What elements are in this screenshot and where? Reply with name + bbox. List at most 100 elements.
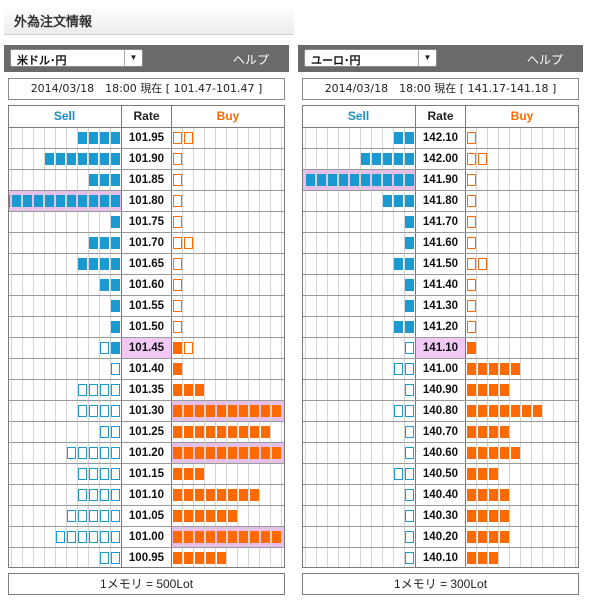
order-row: 101.10 (9, 485, 284, 506)
buy-order-block (489, 510, 498, 522)
buy-order-block (467, 384, 476, 396)
help-link[interactable]: ヘルプ (232, 53, 269, 67)
order-row: 141.50 (303, 254, 578, 275)
buy-order-block (184, 531, 193, 543)
sell-order-block (78, 447, 87, 459)
buy-header: Buy (510, 109, 534, 123)
buy-order-block (173, 216, 182, 228)
buy-order-block (173, 552, 182, 564)
sell-depth-cell (303, 527, 415, 547)
sell-order-block (405, 153, 414, 165)
buy-order-block (489, 384, 498, 396)
sell-order-block (394, 363, 403, 375)
order-row: 101.45 (9, 338, 284, 359)
sell-order-block (405, 426, 414, 438)
rate-cell: 140.20 (415, 527, 466, 547)
buy-depth-cell (172, 275, 284, 295)
sell-depth-cell (9, 380, 121, 400)
buy-order-block (173, 342, 182, 354)
buy-order-block (478, 468, 487, 480)
currency-pair-select[interactable]: ユーロ･円 ▼ (304, 49, 437, 67)
rate-cell: 101.50 (121, 317, 172, 337)
buy-order-block (239, 531, 248, 543)
sell-depth-cell (303, 254, 415, 274)
sell-order-block (78, 405, 87, 417)
buy-order-block (206, 510, 215, 522)
buy-order-block (173, 447, 182, 459)
sell-depth-cell (9, 128, 121, 148)
sell-order-block (361, 174, 370, 186)
sell-order-block (405, 216, 414, 228)
order-row: 100.95 (9, 548, 284, 567)
sell-order-block (383, 174, 392, 186)
rate-cell: 101.15 (121, 464, 172, 484)
chevron-down-icon[interactable]: ▼ (418, 50, 436, 66)
sell-order-block (89, 237, 98, 249)
buy-order-block (217, 510, 226, 522)
buy-depth-cell (172, 401, 284, 421)
buy-header: Buy (216, 109, 240, 123)
order-book-grid: Sell Rate Buy 101.95 101.90 101.85 101.80 10… (8, 105, 285, 568)
sell-order-block (394, 405, 403, 417)
sell-order-block (67, 153, 76, 165)
rate-cell: 101.55 (121, 296, 172, 316)
buy-order-block (467, 489, 476, 501)
buy-order-block (478, 552, 487, 564)
buy-order-block (206, 531, 215, 543)
buy-depth-cell (466, 422, 578, 442)
sell-header: Sell (347, 109, 370, 123)
sell-depth-cell (303, 506, 415, 526)
buy-order-block (467, 132, 476, 144)
buy-depth-cell (172, 443, 284, 463)
buy-depth-cell (466, 401, 578, 421)
sell-order-block (89, 489, 98, 501)
sell-order-block (100, 237, 109, 249)
sell-order-block (67, 195, 76, 207)
sell-depth-cell (303, 401, 415, 421)
buy-depth-cell (466, 170, 578, 190)
order-row: 141.00 (303, 359, 578, 380)
help-link[interactable]: ヘルプ (526, 53, 563, 67)
buy-order-block (217, 447, 226, 459)
sell-order-block (89, 384, 98, 396)
order-row: 141.70 (303, 212, 578, 233)
currency-pair-select[interactable]: 米ドル･円 ▼ (10, 49, 143, 67)
buy-order-block (511, 405, 520, 417)
buy-order-block (272, 405, 281, 417)
buy-order-block (467, 363, 476, 375)
buy-depth-cell (172, 380, 284, 400)
buy-order-block (261, 405, 270, 417)
sell-order-block (394, 174, 403, 186)
sell-depth-cell (9, 254, 121, 274)
sell-order-block (372, 153, 381, 165)
buy-depth-cell (466, 296, 578, 316)
sell-depth-cell (9, 422, 121, 442)
sell-order-block (405, 489, 414, 501)
sell-order-block (78, 510, 87, 522)
buy-order-block (173, 195, 182, 207)
buy-order-block (489, 363, 498, 375)
buy-depth-cell (172, 338, 284, 358)
sell-order-block (89, 153, 98, 165)
buy-depth-cell (466, 191, 578, 211)
buy-order-block (184, 384, 193, 396)
sell-order-block (67, 531, 76, 543)
buy-order-block (467, 258, 476, 270)
sell-order-block (100, 279, 109, 291)
rate-cell: 141.40 (415, 275, 466, 295)
sell-depth-cell (303, 338, 415, 358)
sell-order-block (405, 279, 414, 291)
sell-order-block (100, 447, 109, 459)
sell-order-block (78, 489, 87, 501)
order-row: 101.20 (9, 443, 284, 464)
rate-cell: 101.60 (121, 275, 172, 295)
buy-order-block (173, 405, 182, 417)
sell-order-block (394, 132, 403, 144)
buy-order-block (195, 531, 204, 543)
rate-header: Rate (121, 106, 172, 127)
sell-order-block (361, 153, 370, 165)
sell-depth-cell (303, 443, 415, 463)
order-row: 101.75 (9, 212, 284, 233)
chevron-down-icon[interactable]: ▼ (124, 50, 142, 66)
order-row: 140.20 (303, 527, 578, 548)
